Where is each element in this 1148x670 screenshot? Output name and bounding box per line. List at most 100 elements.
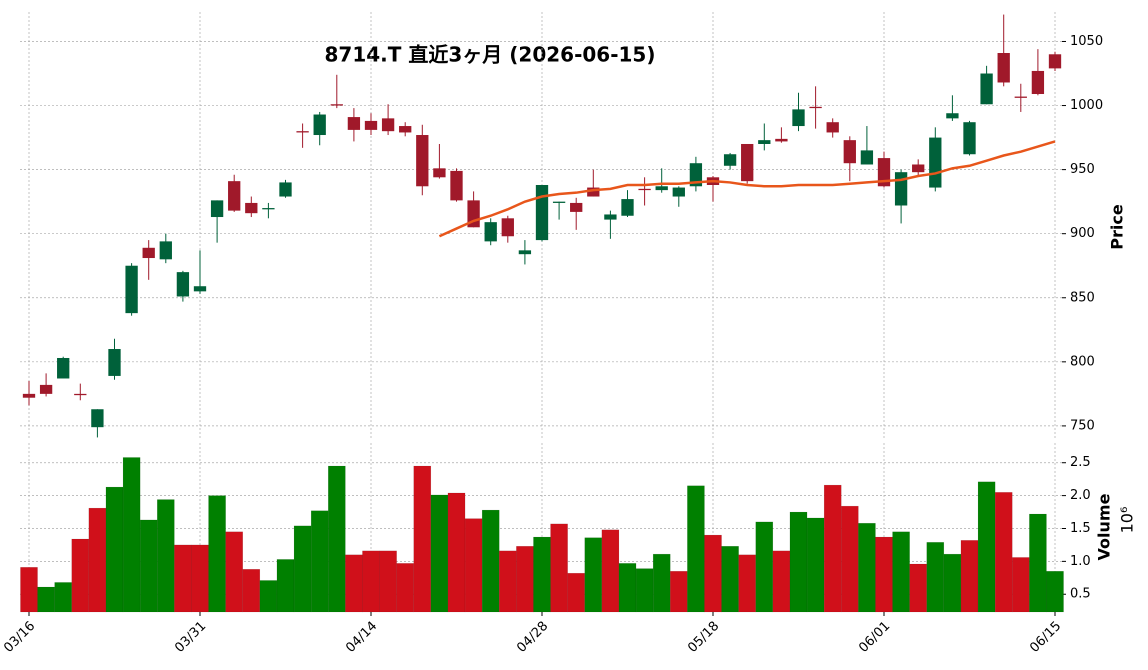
candle-body xyxy=(587,187,600,197)
volume-bar xyxy=(772,550,791,613)
candle-body xyxy=(416,135,429,187)
volume-bar xyxy=(687,485,705,613)
candle-body xyxy=(399,126,412,133)
volume-bar xyxy=(225,531,243,613)
candle-body xyxy=(74,393,87,396)
candle-body xyxy=(1014,96,1027,98)
candle-body xyxy=(279,182,292,197)
volume-bar xyxy=(276,559,295,613)
candle-body xyxy=(433,168,446,178)
y-tick-label: 1050 xyxy=(1070,34,1103,49)
volume-bar xyxy=(464,518,483,613)
volume-bar xyxy=(191,544,209,613)
volume-bar xyxy=(396,563,414,613)
volume-bar xyxy=(858,522,876,613)
y-axis-label: Volume xyxy=(1095,493,1114,560)
volume-bar xyxy=(174,544,192,613)
volume-bar xyxy=(943,553,962,613)
candle-body xyxy=(963,122,976,155)
candle-body xyxy=(330,104,343,106)
candle-body xyxy=(450,170,463,201)
volume-bar xyxy=(806,517,825,613)
candle-body xyxy=(125,265,138,314)
candle-body xyxy=(518,250,532,255)
volume-bar xyxy=(20,567,38,613)
x-tick-label: 06/15 xyxy=(1027,619,1064,656)
x-tick-label: 06/01 xyxy=(856,619,893,656)
candle-body xyxy=(91,409,104,428)
moving-average xyxy=(438,140,1056,238)
volume-bar xyxy=(413,465,432,613)
volume-bar xyxy=(789,511,808,613)
volume-bar xyxy=(652,553,671,613)
candle-body xyxy=(929,137,942,188)
candle-body xyxy=(826,122,839,133)
candle-body xyxy=(775,138,788,142)
volume-bar xyxy=(447,492,466,613)
candle-body xyxy=(552,201,566,203)
y-tick-label: 2.0 xyxy=(1070,488,1091,503)
volume-bar xyxy=(875,536,893,613)
candle-body xyxy=(1048,54,1062,69)
x-tick-label: 04/14 xyxy=(343,619,380,656)
volume-bar xyxy=(909,563,928,613)
volume-bar xyxy=(584,537,603,613)
volume-bar xyxy=(71,538,90,613)
x-tick-label: 05/18 xyxy=(685,619,722,656)
candle-body xyxy=(296,131,309,133)
candle-body xyxy=(843,140,856,164)
volume-bar xyxy=(892,531,910,613)
candle-body xyxy=(193,286,207,292)
y-tick-label: 750 xyxy=(1070,418,1095,433)
x-tick-label: 04/28 xyxy=(514,619,551,656)
candle-body xyxy=(689,163,703,187)
volume-bar xyxy=(550,523,568,613)
volume-bar xyxy=(670,570,688,613)
y-tick-label: 1000 xyxy=(1070,98,1103,113)
candle-body xyxy=(535,184,549,241)
volume-bar xyxy=(54,582,73,613)
volume-bar xyxy=(823,484,842,613)
volume-bar xyxy=(293,525,312,613)
candle-body xyxy=(792,109,805,127)
candle-body xyxy=(723,154,737,166)
volume-bar xyxy=(157,499,175,613)
candle-body xyxy=(347,117,361,130)
candle-body xyxy=(655,186,668,191)
candle-body xyxy=(741,143,754,182)
x-tick-label: 03/31 xyxy=(172,619,209,656)
volume-bar xyxy=(122,457,141,613)
volume-bar xyxy=(1029,513,1047,613)
volume-bar xyxy=(601,529,620,613)
volume-bar xyxy=(88,507,107,613)
y-tick-label: 0.5 xyxy=(1070,587,1091,602)
volume-bar xyxy=(379,550,397,613)
candle-body xyxy=(381,118,395,132)
volume-bar xyxy=(738,554,757,613)
volume-bar xyxy=(259,580,278,613)
volume-bar xyxy=(977,481,996,613)
volume-bar xyxy=(516,545,534,613)
candle-body xyxy=(860,150,874,165)
candle-body xyxy=(946,113,959,119)
volume-bar xyxy=(208,495,226,613)
volume-bar xyxy=(328,465,346,613)
volume-bar xyxy=(481,509,500,613)
candle-body xyxy=(894,172,908,206)
candle-body xyxy=(638,188,651,191)
candle-body xyxy=(313,114,326,136)
volume-bar xyxy=(242,569,261,613)
candle-body xyxy=(621,199,634,216)
candle-body xyxy=(672,187,685,197)
volume-bar xyxy=(1046,570,1064,613)
candle-body xyxy=(912,164,925,173)
candle-body xyxy=(1031,70,1045,95)
volume-bar xyxy=(635,568,654,613)
candle-body xyxy=(484,222,497,242)
y-tick-label: 850 xyxy=(1070,290,1095,305)
volume-bar xyxy=(994,492,1013,613)
candle-body xyxy=(57,357,70,379)
volume-bar xyxy=(139,519,158,613)
candle-body xyxy=(245,202,258,214)
